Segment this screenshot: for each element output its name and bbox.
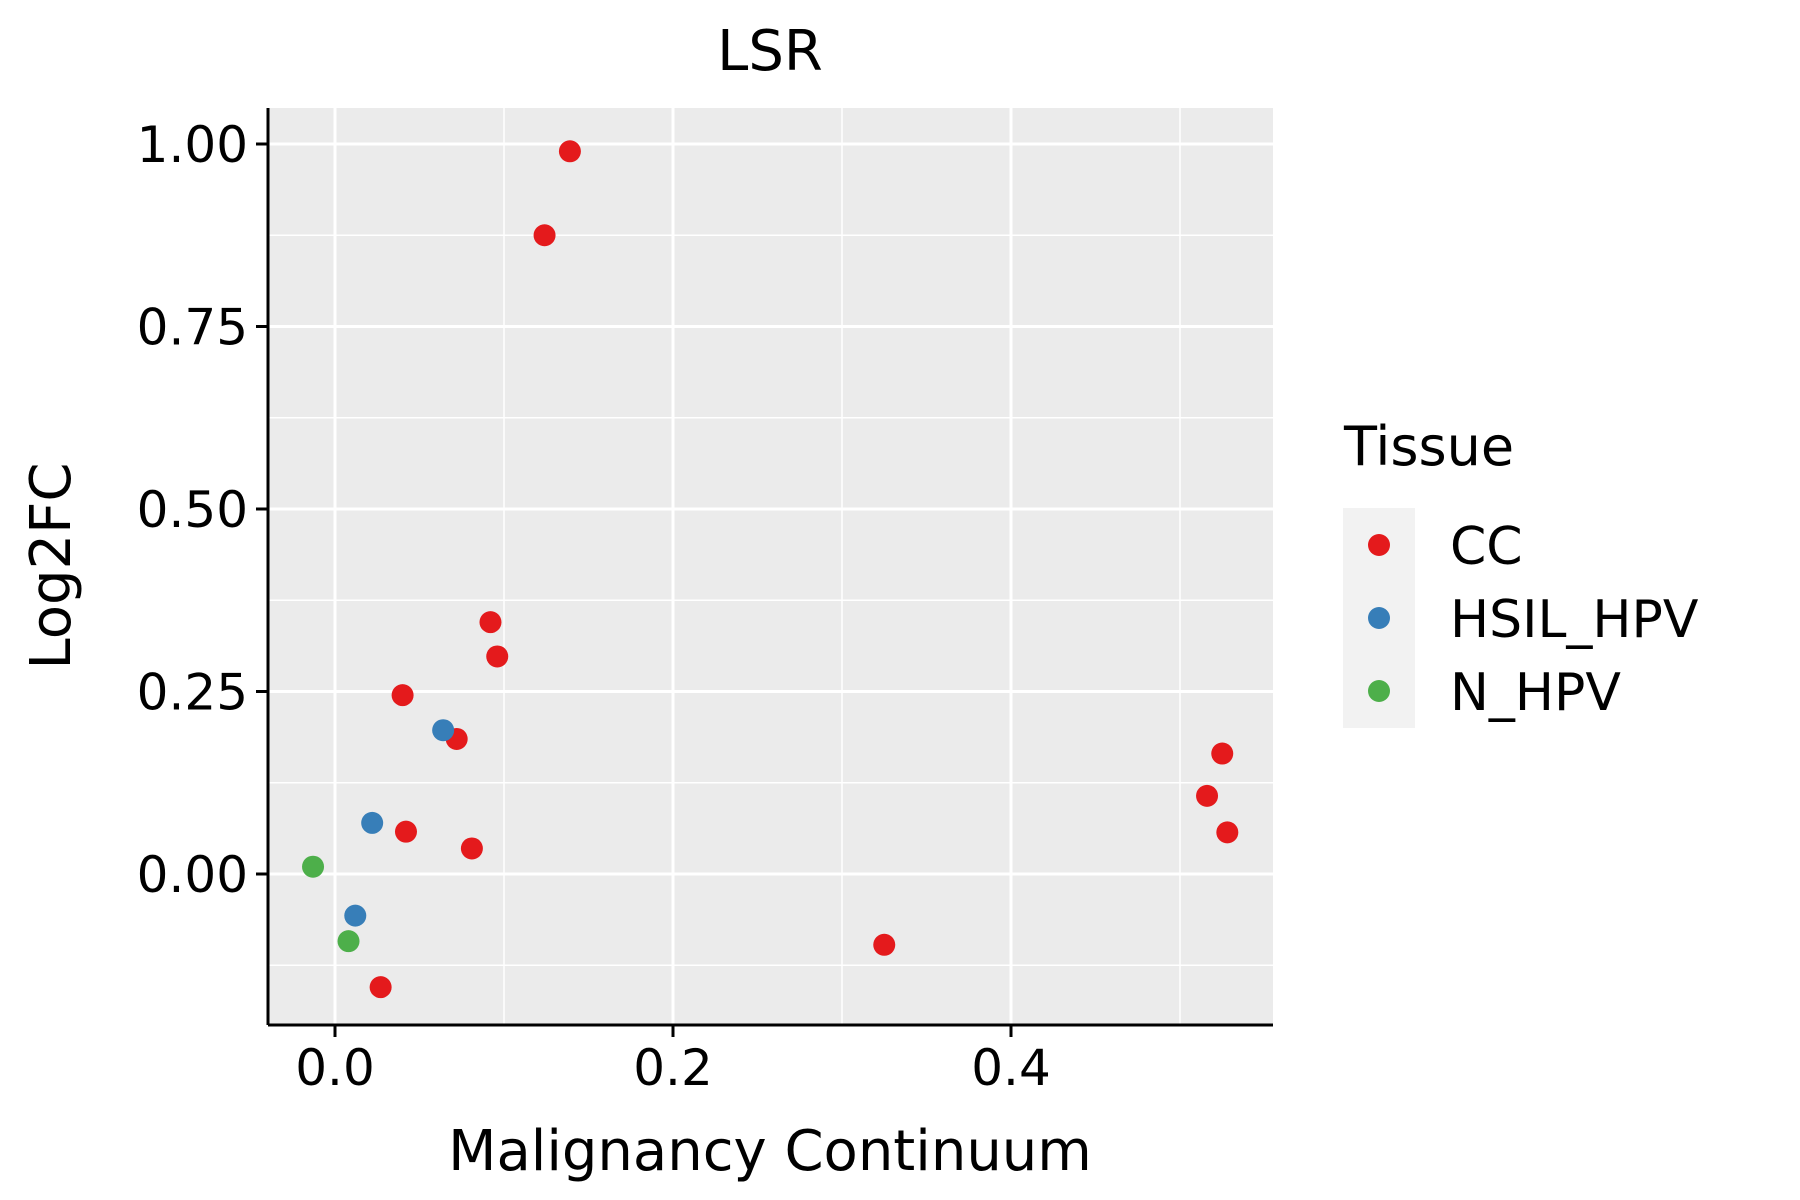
legend-key-cc [1368, 534, 1390, 556]
minor-gridlines [268, 108, 1273, 1025]
y-tick-label: 0.00 [137, 846, 248, 904]
point-cc [479, 611, 502, 634]
point-cc [1216, 821, 1239, 844]
point-hsil-hpv [361, 811, 384, 834]
legend-label-hsil-hpv: HSIL_HPV [1450, 590, 1699, 650]
point-n-hpv [337, 930, 360, 953]
point-cc [1196, 784, 1219, 807]
point-cc [1211, 742, 1234, 765]
data-points [302, 140, 1239, 999]
legend: Tissue CC HSIL_HPV N_HPV [1343, 415, 1699, 728]
point-cc [369, 976, 392, 999]
legend-label-cc: CC [1450, 517, 1523, 577]
chart-title: LSR [717, 19, 823, 84]
x-tick-label: 0.2 [633, 1039, 713, 1097]
point-n-hpv [302, 855, 325, 878]
x-axis-ticks: 0.0 0.2 0.4 [295, 1025, 1051, 1097]
point-hsil-hpv [344, 904, 367, 927]
point-cc [391, 684, 414, 707]
legend-label-n-hpv: N_HPV [1450, 663, 1621, 723]
point-hsil-hpv [432, 719, 455, 742]
point-cc [558, 140, 581, 163]
point-cc [873, 933, 896, 956]
x-tick-label: 0.0 [295, 1039, 375, 1097]
legend-key-hsil-hpv [1368, 607, 1390, 629]
x-axis-title: Malignancy Continuum [448, 1119, 1092, 1184]
point-cc [533, 224, 556, 247]
x-tick-label: 0.4 [971, 1039, 1051, 1097]
y-tick-label: 0.25 [137, 664, 248, 722]
y-tick-label: 0.75 [137, 299, 248, 357]
point-cc [394, 820, 417, 843]
panel-background [268, 108, 1273, 1025]
point-cc [460, 837, 483, 860]
point-cc [486, 645, 509, 668]
y-axis-title: Log2FC [19, 463, 84, 670]
major-gridlines [268, 108, 1273, 1025]
legend-title: Tissue [1343, 415, 1514, 478]
legend-key-n-hpv [1368, 680, 1390, 702]
y-tick-label: 0.50 [137, 481, 248, 539]
y-axis-ticks: 0.00 0.25 0.50 0.75 1.00 [137, 116, 268, 904]
y-tick-label: 1.00 [137, 116, 248, 174]
